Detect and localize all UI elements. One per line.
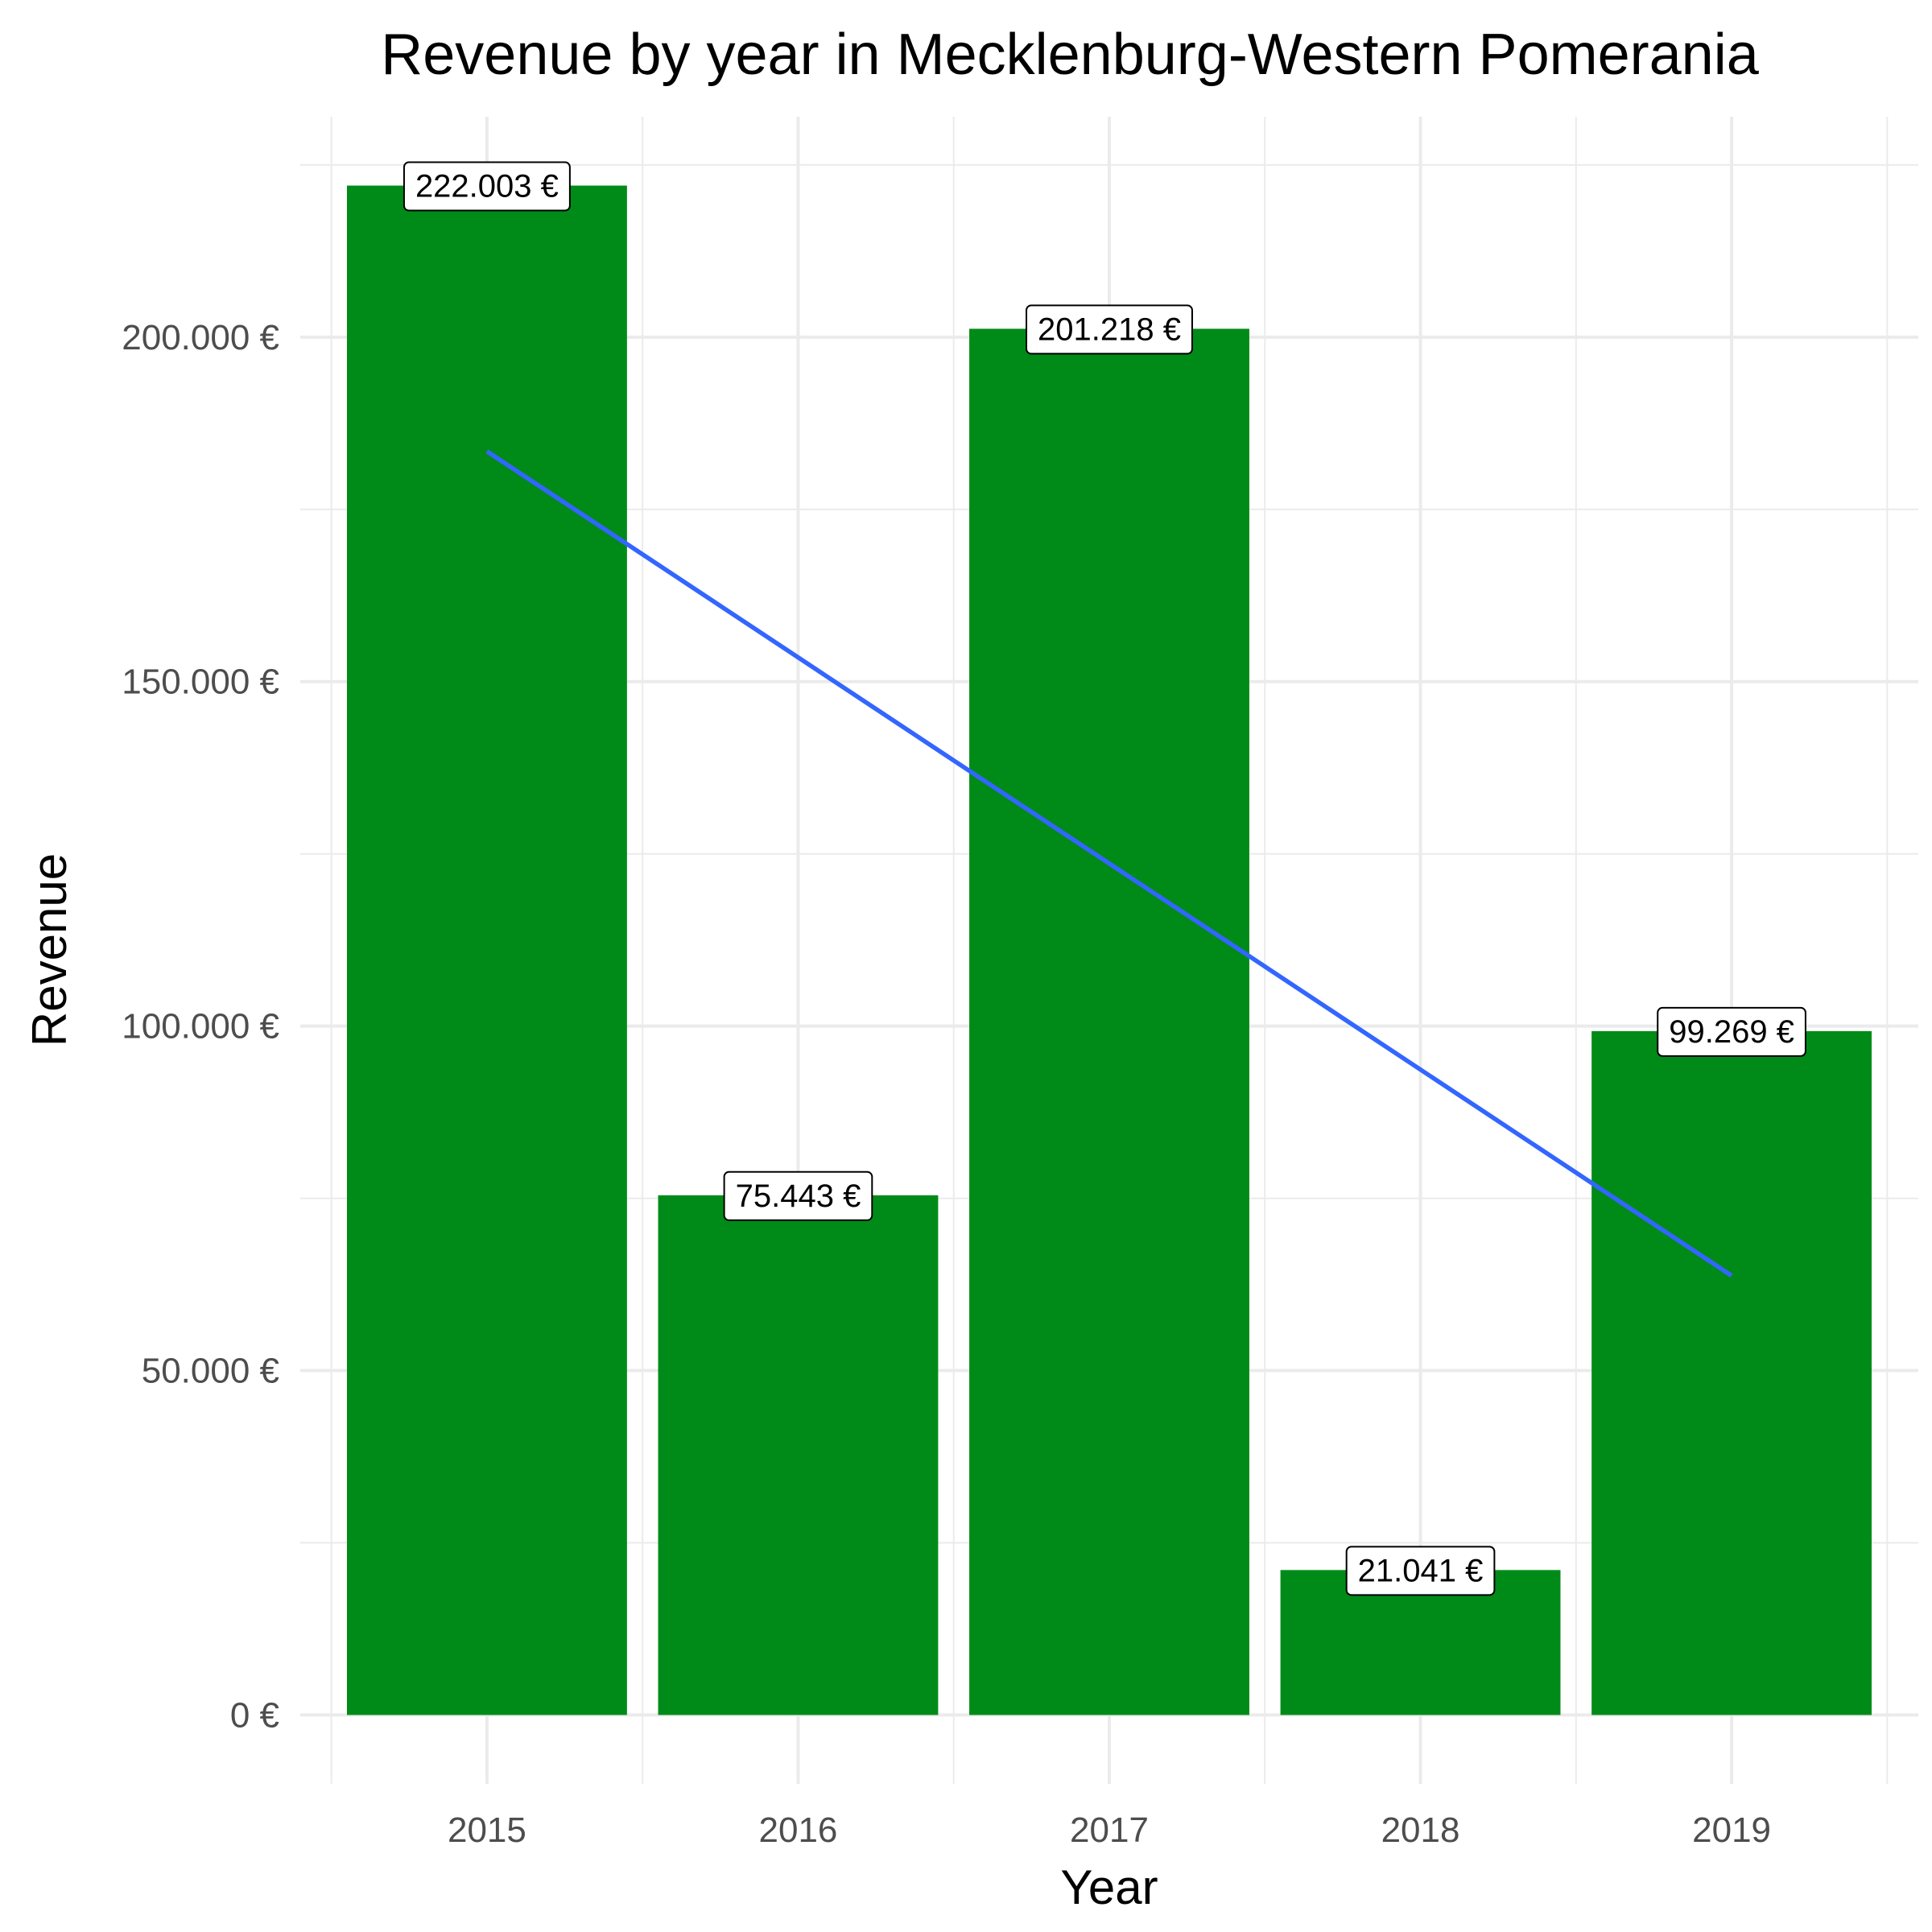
trend-line-group xyxy=(485,449,1733,1278)
y-tick-label: 50.000 € xyxy=(142,1352,279,1391)
data-label-box xyxy=(1657,1006,1806,1057)
data-label: 99.269 € xyxy=(1657,1006,1806,1057)
x-tick-label: 2015 xyxy=(448,1810,526,1850)
data-label-box xyxy=(1345,1546,1496,1596)
y-tick-label: 100.000 € xyxy=(122,1007,279,1046)
y-axis-title: Revenue xyxy=(23,853,76,1046)
y-tick-label: 200.000 € xyxy=(122,318,279,357)
bars xyxy=(346,185,1872,1715)
data-label-box xyxy=(402,161,571,212)
tick-labels: 0 € 50.000 € 100.000 € 150.000 € 200.000 € 20… xyxy=(122,318,1771,1850)
data-label-text: 201.218 € xyxy=(1038,312,1181,347)
chart-title: Revenue by year in Mecklenburg-Western P… xyxy=(381,23,1759,87)
x-tick-label: 2016 xyxy=(759,1810,838,1850)
bar xyxy=(658,1195,939,1715)
data-label-text: 222.003 € xyxy=(415,169,559,204)
x-axis-title: Year xyxy=(1060,1860,1158,1914)
data-label-text: 75.443 € xyxy=(736,1179,861,1214)
y-tick-label: 0 € xyxy=(230,1695,279,1735)
bar xyxy=(1591,1030,1872,1715)
bar xyxy=(969,328,1249,1715)
bar xyxy=(346,185,627,1715)
trend-line xyxy=(485,449,1733,1278)
x-tick-label: 2017 xyxy=(1070,1810,1149,1850)
x-tick-label: 2019 xyxy=(1692,1810,1771,1850)
data-label: 21.041 € xyxy=(1345,1546,1496,1596)
data-labels: 222.003 € 75.443 € 201.218 € 21.041 € 99.269… xyxy=(402,161,1806,1596)
data-label: 75.443 € xyxy=(723,1170,873,1221)
data-label: 201.218 € xyxy=(1026,304,1193,355)
data-label-text: 99.269 € xyxy=(1669,1014,1794,1050)
data-label-box xyxy=(1026,304,1193,355)
y-tick-label: 150.000 € xyxy=(122,663,279,702)
data-label-box xyxy=(723,1170,873,1221)
x-tick-label: 2018 xyxy=(1381,1810,1460,1850)
data-label: 222.003 € xyxy=(402,161,571,212)
data-label-text: 21.041 € xyxy=(1358,1553,1484,1588)
